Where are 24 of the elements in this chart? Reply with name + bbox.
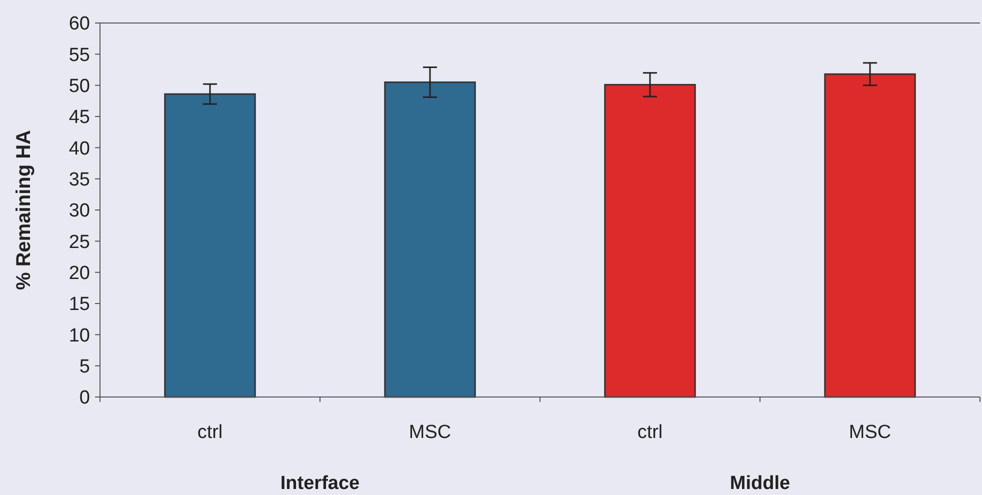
text: Interface bbox=[280, 473, 360, 494]
y-tick-label: 30 bbox=[68, 200, 90, 222]
y-tick-label: 40 bbox=[68, 138, 90, 160]
y-tick-label: 55 bbox=[68, 44, 90, 66]
y-tick-label: 5 bbox=[79, 356, 90, 378]
bar bbox=[824, 73, 916, 398]
y-tick-label: 0 bbox=[79, 388, 90, 409]
bar bbox=[604, 84, 696, 398]
y-tick-label: 25 bbox=[68, 232, 90, 253]
x-tick-label: ctrl bbox=[197, 422, 223, 443]
y-tick-label: 10 bbox=[68, 325, 90, 346]
y-axis-title: % Remaining HA bbox=[13, 130, 35, 290]
text: Middle bbox=[730, 473, 790, 494]
x-tick-label: MSC bbox=[848, 422, 892, 443]
y-tick-label: 20 bbox=[68, 262, 90, 284]
y-tick-label: 15 bbox=[68, 294, 90, 316]
bar bbox=[384, 81, 476, 398]
y-tick-label: 35 bbox=[68, 169, 90, 190]
y-tick-label: 60 bbox=[68, 14, 90, 35]
x-tick-label: MSC bbox=[408, 422, 452, 443]
y-tick-label: 45 bbox=[68, 107, 90, 128]
y-tick-label: 50 bbox=[68, 76, 90, 97]
x-tick-label: ctrl bbox=[637, 422, 663, 443]
bar bbox=[164, 93, 256, 398]
